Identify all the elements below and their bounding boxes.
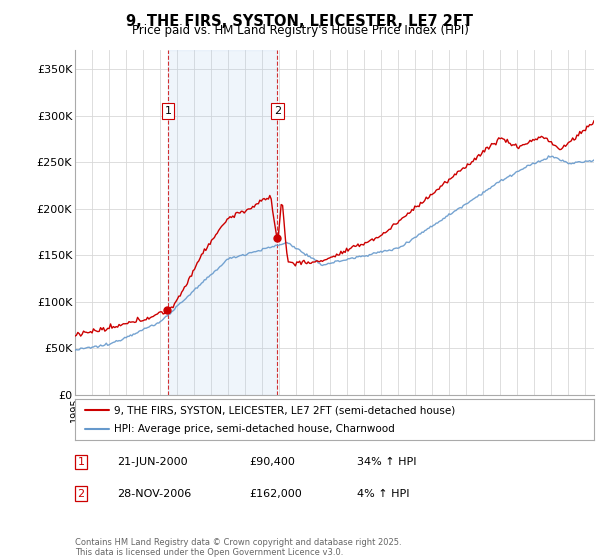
- Text: Contains HM Land Registry data © Crown copyright and database right 2025.
This d: Contains HM Land Registry data © Crown c…: [75, 538, 401, 557]
- Text: 4% ↑ HPI: 4% ↑ HPI: [357, 489, 409, 499]
- Text: 1: 1: [164, 106, 172, 116]
- Text: £162,000: £162,000: [249, 489, 302, 499]
- Text: 1: 1: [77, 457, 85, 467]
- Bar: [168, 50, 277, 395]
- Text: 21-JUN-2000: 21-JUN-2000: [117, 457, 188, 467]
- Text: 2: 2: [274, 106, 281, 116]
- Text: 9, THE FIRS, SYSTON, LEICESTER, LE7 2FT (semi-detached house): 9, THE FIRS, SYSTON, LEICESTER, LE7 2FT …: [114, 405, 455, 415]
- Text: 28-NOV-2006: 28-NOV-2006: [117, 489, 191, 499]
- Text: HPI: Average price, semi-detached house, Charnwood: HPI: Average price, semi-detached house,…: [114, 424, 395, 433]
- Text: 9, THE FIRS, SYSTON, LEICESTER, LE7 2FT: 9, THE FIRS, SYSTON, LEICESTER, LE7 2FT: [127, 14, 473, 29]
- Text: Price paid vs. HM Land Registry's House Price Index (HPI): Price paid vs. HM Land Registry's House …: [131, 24, 469, 37]
- Text: 34% ↑ HPI: 34% ↑ HPI: [357, 457, 416, 467]
- Text: £90,400: £90,400: [249, 457, 295, 467]
- Text: 2: 2: [77, 489, 85, 499]
